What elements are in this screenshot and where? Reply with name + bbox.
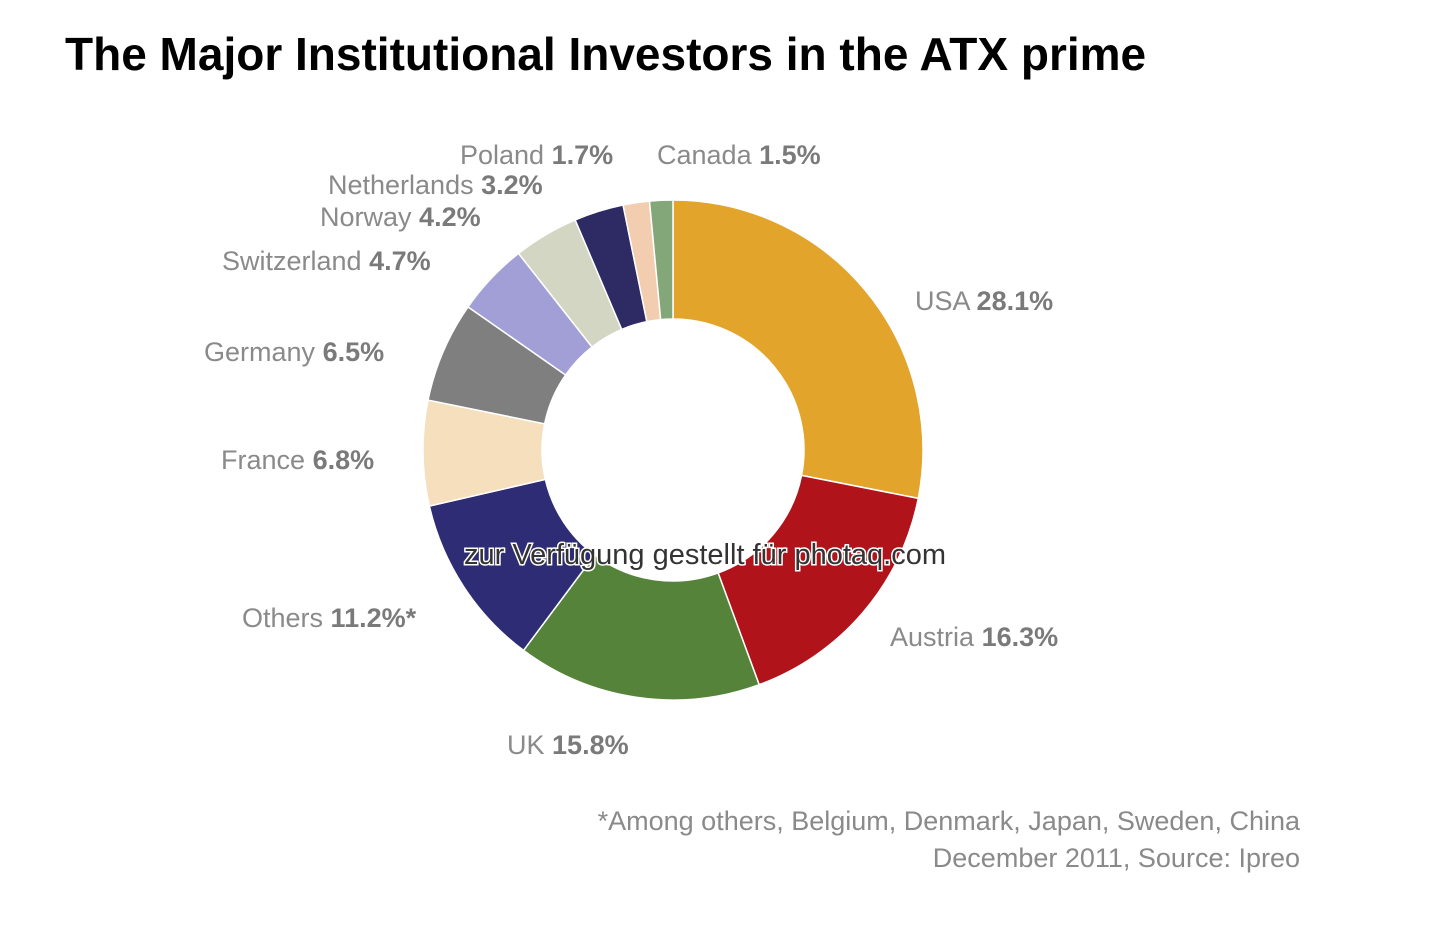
donut-slice [648, 199, 674, 321]
category-label: Canada [657, 140, 753, 170]
slice-label: Poland 1.7% [460, 140, 613, 170]
value-label: 28.1% [977, 286, 1054, 316]
slice-label: Others 11.2%* [242, 603, 417, 633]
value-label: 1.7% [552, 140, 614, 170]
category-label: Germany [204, 337, 316, 367]
category-label: Others [242, 603, 323, 633]
value-label: 4.2% [419, 202, 481, 232]
slice-label: France 6.8% [221, 445, 374, 475]
category-label: Norway [320, 202, 412, 232]
value-label: 15.8% [552, 730, 629, 760]
slice-label: Germany 6.5% [204, 337, 384, 367]
value-label: 1.5% [759, 140, 821, 170]
category-label: UK [507, 730, 545, 760]
donut-slice [522, 553, 761, 701]
donut [422, 199, 924, 701]
watermark: zur Verfügung gestellt für photaq.com [464, 539, 946, 571]
category-label: Austria [890, 622, 975, 652]
source-note: December 2011, Source: Ipreo [933, 843, 1300, 873]
category-label: France [221, 445, 305, 475]
value-label: 3.2% [481, 170, 543, 200]
slice-label: Netherlands 3.2% [328, 170, 543, 200]
chart-title: The Major Institutional Investors in the… [65, 28, 1146, 80]
category-label: Poland [460, 140, 544, 170]
category-label: USA [915, 286, 971, 316]
value-label: 16.3% [982, 622, 1059, 652]
slice-label: Canada 1.5% [657, 140, 821, 170]
slice-label: Austria 16.3% [890, 622, 1058, 652]
footnote: *Among others, Belgium, Denmark, Japan, … [598, 806, 1301, 836]
slice-label: USA 28.1% [915, 286, 1053, 316]
donut-slice [672, 199, 924, 500]
value-label: 6.5% [323, 337, 385, 367]
slice-label: UK 15.8% [507, 730, 629, 760]
value-label: 4.7% [369, 246, 431, 276]
slice-label: Switzerland 4.7% [222, 246, 431, 276]
category-label: Netherlands [328, 170, 474, 200]
value-label: 11.2%* [331, 603, 417, 633]
labels: USA 28.1% Austria 16.3% UK 15.8% Others 11.… [204, 140, 1058, 760]
slice-label: Norway 4.2% [320, 202, 481, 232]
value-label: 6.8% [313, 445, 375, 475]
category-label: Switzerland [222, 246, 362, 276]
donut-slice [717, 474, 920, 686]
